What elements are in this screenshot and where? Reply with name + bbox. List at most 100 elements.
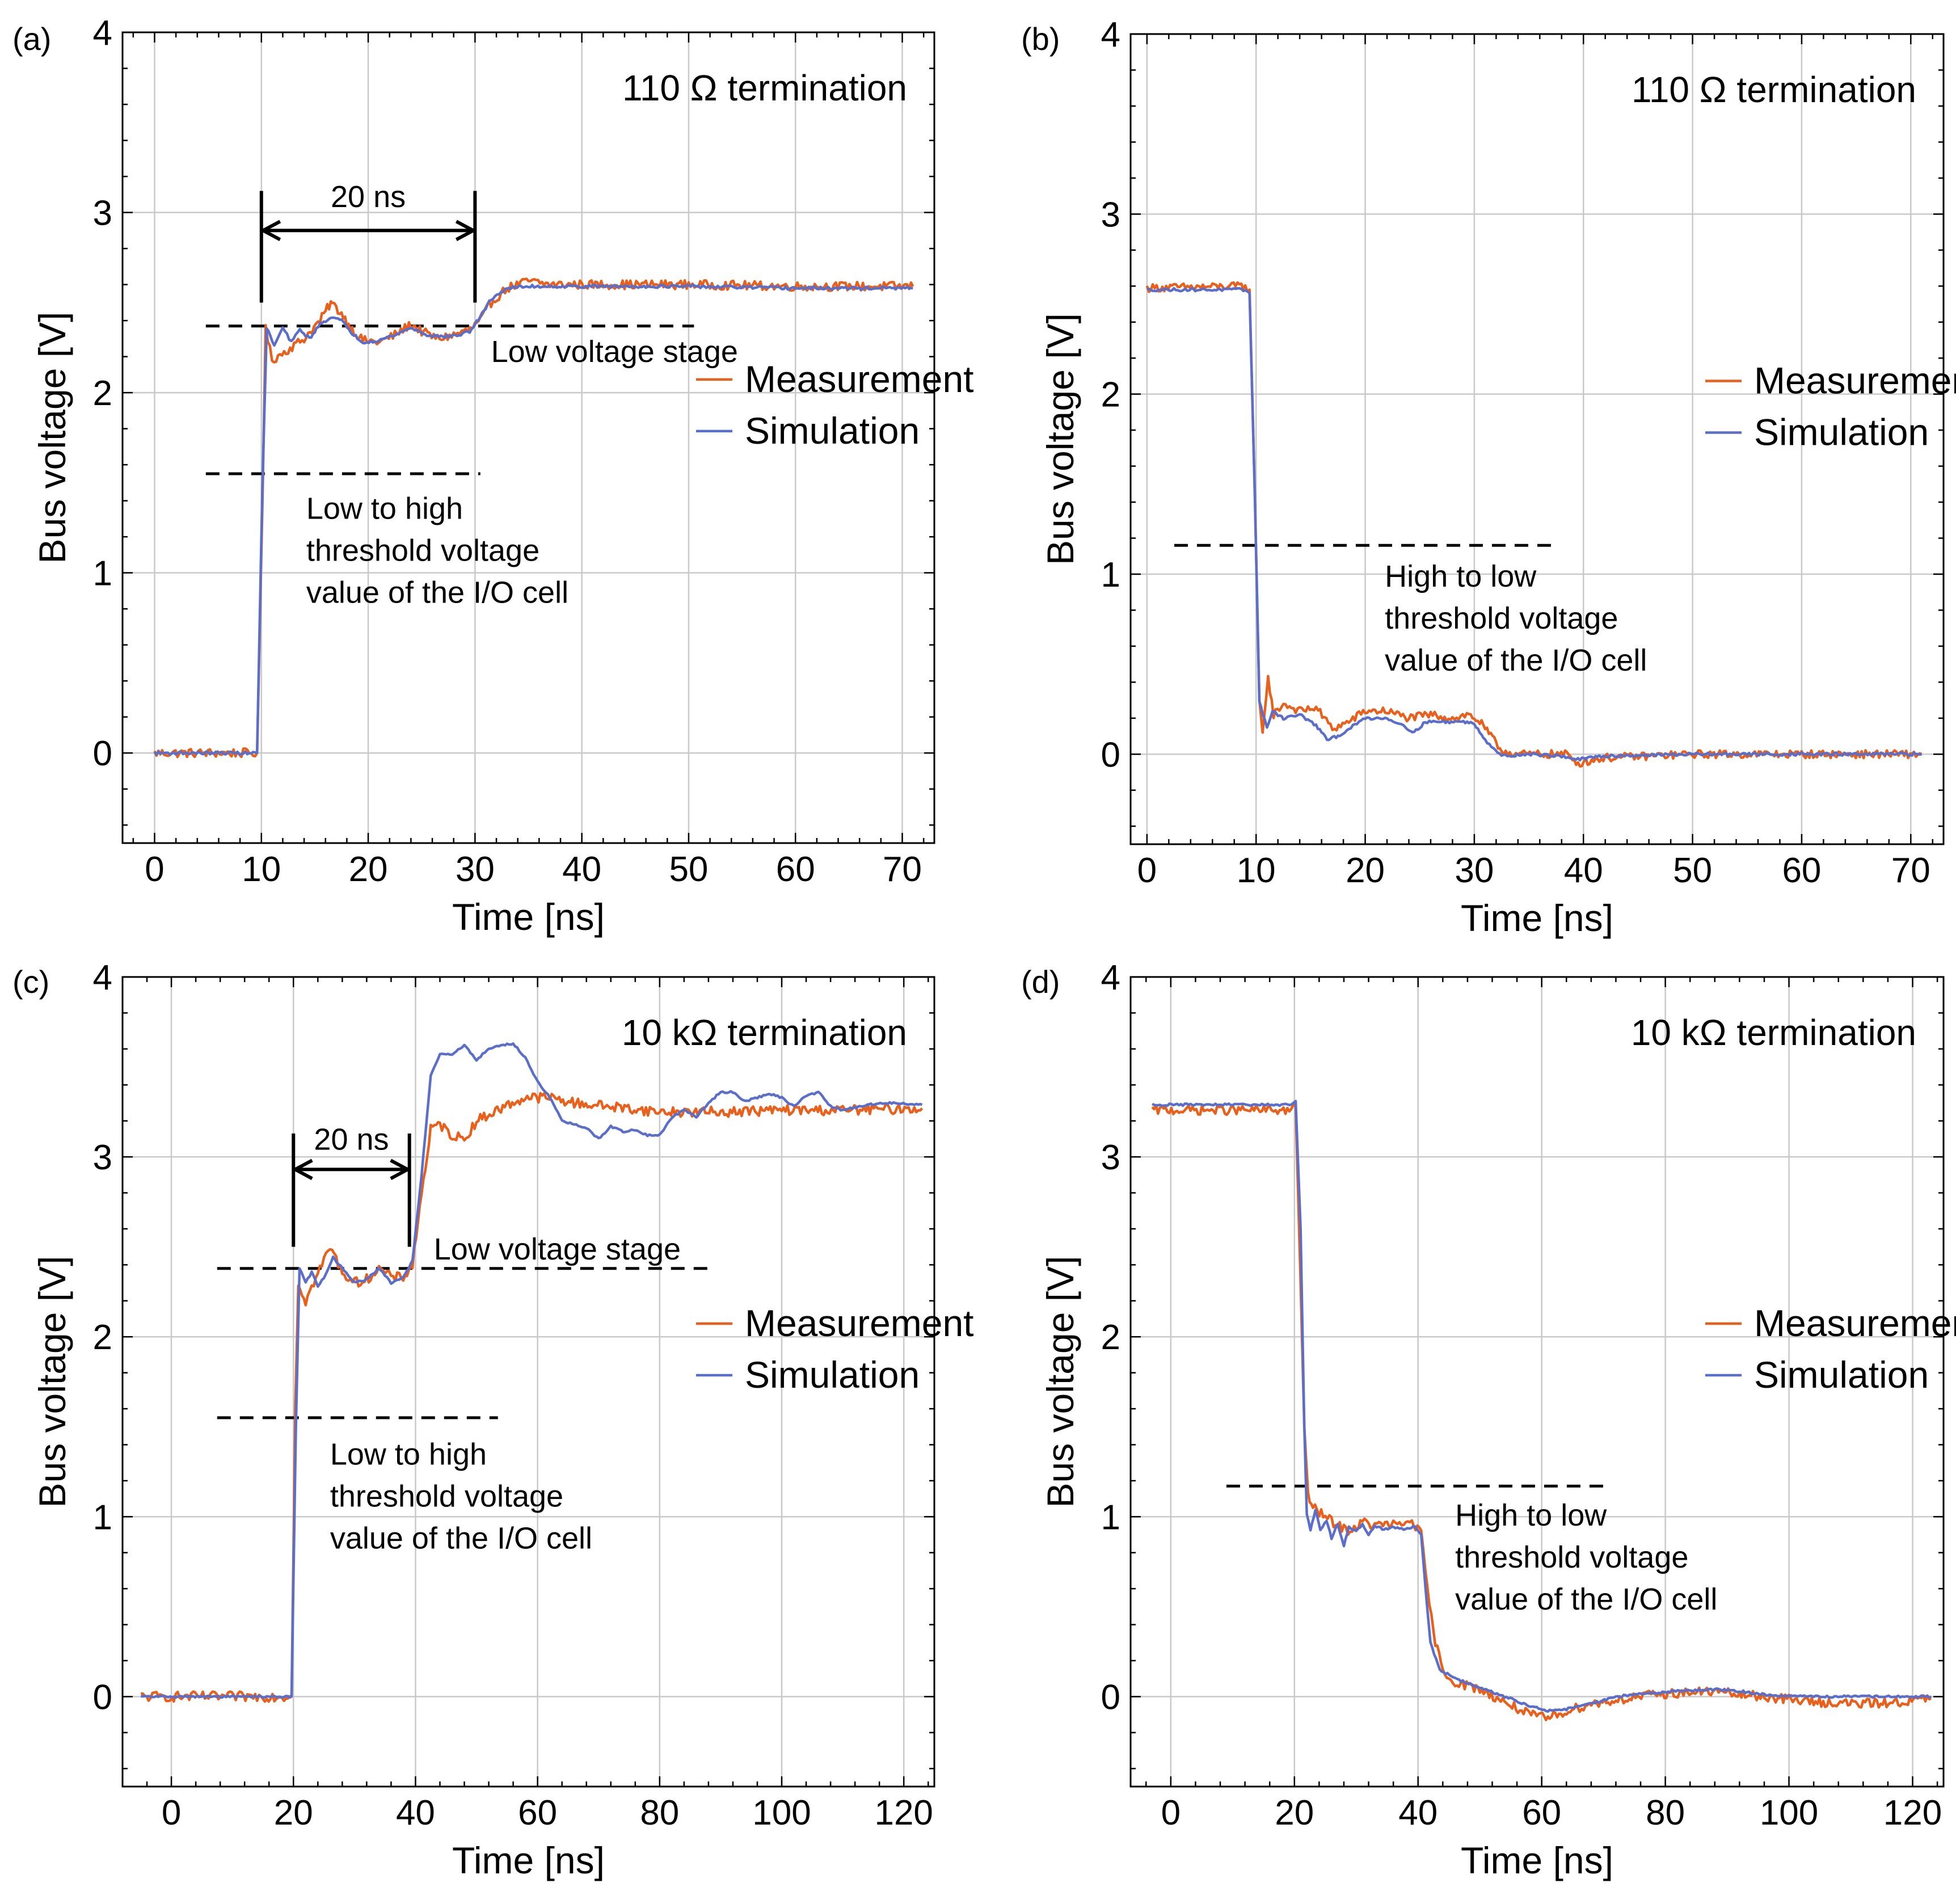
annotation-text: Low to high threshold voltage value of the… (306, 491, 568, 609)
y-tick-label: 1 (93, 554, 112, 593)
annotation-line: Low voltage stage (491, 335, 738, 369)
x-tick-label: 60 (776, 850, 815, 889)
legend-label-simulation: Simulation (1754, 411, 1929, 453)
annotation-text: High to low threshold voltage value of the… (1385, 559, 1647, 677)
interval-arrowhead-left (291, 1159, 313, 1180)
y-tick-label: 0 (1101, 735, 1120, 774)
series-measurement (141, 1092, 924, 1703)
x-tick-label: 60 (518, 1793, 557, 1833)
interval-label: 20 ns (314, 1122, 389, 1156)
y-tick-label: 4 (1101, 958, 1120, 997)
x-axis-label: Time [ns] (452, 896, 605, 938)
x-tick-label: 0 (1137, 851, 1157, 890)
annotation-line: threshold voltage (306, 533, 539, 567)
y-tick-label: 2 (1101, 1318, 1120, 1357)
annotation-text: Low voltage stage (434, 1232, 681, 1266)
x-tick-label: 20 (349, 850, 388, 889)
x-tick-label: 70 (883, 850, 922, 889)
x-tick-label: 0 (145, 850, 164, 889)
termination-label: 10 kΩ termination (622, 1012, 907, 1053)
x-tick-label: 120 (874, 1793, 933, 1833)
series-simulation (1152, 1100, 1932, 1713)
plot-frame (1129, 976, 1945, 1788)
interval-arrowhead-right (455, 220, 477, 241)
x-tick-label: 20 (274, 1793, 313, 1833)
panel-label: (a) (12, 21, 51, 57)
plot-frame (121, 976, 935, 1788)
plot-frame (1129, 33, 1945, 845)
annotation-line: threshold voltage (1385, 601, 1618, 635)
y-tick-label: 3 (93, 194, 112, 233)
annotation-line: value of the I/O cell (1455, 1582, 1717, 1616)
x-tick-label: 10 (1237, 851, 1276, 890)
x-tick-label: 20 (1275, 1793, 1314, 1833)
x-tick-label: 50 (1673, 851, 1712, 890)
x-tick-label: 40 (396, 1793, 435, 1833)
chart-panel-b: 0 10 20 30 40 50 60 70 0 1 2 3 4 Time [ns] Bus voltage… (1021, 15, 1956, 939)
y-tick-label: 1 (1101, 1498, 1120, 1537)
y-tick-label: 4 (93, 958, 112, 997)
x-tick-label: 30 (456, 850, 495, 889)
x-tick-label: 70 (1891, 851, 1930, 890)
y-tick-label: 3 (1101, 1138, 1120, 1177)
interval-label: 20 ns (331, 180, 406, 214)
y-axis-label: Bus voltage [V] (1039, 1256, 1081, 1508)
y-tick-label: 1 (93, 1498, 112, 1537)
annotation-line: Low to high (330, 1437, 487, 1471)
x-axis-label: Time [ns] (452, 1839, 605, 1881)
legend: Measurement Simulation (1705, 1302, 1956, 1396)
y-tick-label: 1 (1101, 555, 1120, 595)
annotation-line: value of the I/O cell (1385, 643, 1647, 677)
y-tick-label: 0 (93, 734, 112, 773)
x-axis-label: Time [ns] (1461, 1839, 1613, 1881)
x-tick-label: 60 (1522, 1793, 1561, 1833)
legend-label-simulation: Simulation (745, 1354, 920, 1396)
legend: Measurement Simulation (696, 358, 974, 452)
termination-label: 110 Ω termination (622, 68, 907, 108)
legend-label-simulation: Simulation (1754, 1354, 1929, 1396)
legend-label-measurement: Measurement (1754, 1302, 1956, 1344)
x-tick-label: 0 (1161, 1793, 1181, 1833)
annotation-line: value of the I/O cell (306, 575, 568, 609)
annotation-text: High to low threshold voltage value of the… (1455, 1498, 1717, 1616)
chart-panel-a: 0 10 20 30 40 50 60 70 0 1 2 3 4 Time [ns] Bus voltage… (12, 14, 974, 938)
y-tick-label: 0 (93, 1678, 112, 1717)
x-tick-label: 100 (752, 1793, 811, 1833)
chart-panel-d: 0 20 40 60 80 100 120 0 1 2 3 4 Time [ns] Bus voltage… (1021, 958, 1956, 1881)
series-simulation (153, 284, 913, 756)
termination-label: 110 Ω termination (1632, 69, 1916, 110)
annotation-line: threshold voltage (330, 1479, 563, 1513)
y-tick-label: 0 (1101, 1678, 1120, 1717)
series-simulation (1146, 287, 1922, 762)
chart-panel-c: 0 20 40 60 80 100 120 0 1 2 3 4 Time [ns] Bus voltage… (12, 958, 974, 1881)
y-tick-label: 2 (93, 1318, 112, 1357)
plot-frame (121, 31, 935, 844)
ticks (1131, 976, 1944, 1787)
annotation-text: Low to high threshold voltage value of the… (330, 1437, 592, 1555)
annotation-line: High to low (1455, 1498, 1607, 1532)
y-tick-label: 3 (1101, 195, 1120, 234)
annotation-line: High to low (1385, 559, 1537, 593)
interval-marker: 20 ns (291, 1122, 412, 1247)
y-tick-label: 2 (93, 374, 112, 413)
y-tick-label: 4 (1101, 15, 1120, 54)
panel-label: (b) (1021, 21, 1060, 57)
x-tick-label: 40 (562, 850, 601, 889)
series-measurement (1145, 281, 1923, 768)
x-tick-label: 30 (1455, 851, 1494, 890)
x-tick-label: 20 (1346, 851, 1385, 890)
x-tick-label: 10 (242, 850, 281, 889)
legend-label-measurement: Measurement (1754, 359, 1956, 401)
legend-label-measurement: Measurement (745, 1302, 974, 1344)
x-tick-label: 60 (1782, 851, 1821, 890)
x-axis-label: Time [ns] (1461, 897, 1613, 939)
annotation-line: value of the I/O cell (330, 1521, 592, 1555)
x-tick-label: 120 (1883, 1793, 1942, 1833)
x-tick-label: 50 (669, 850, 708, 889)
interval-marker: 20 ns (259, 180, 477, 303)
legend-label-simulation: Simulation (745, 410, 920, 452)
annotation-line: Low voltage stage (434, 1232, 681, 1266)
panel-label: (c) (12, 964, 49, 1000)
interval-arrowhead-left (259, 220, 281, 241)
